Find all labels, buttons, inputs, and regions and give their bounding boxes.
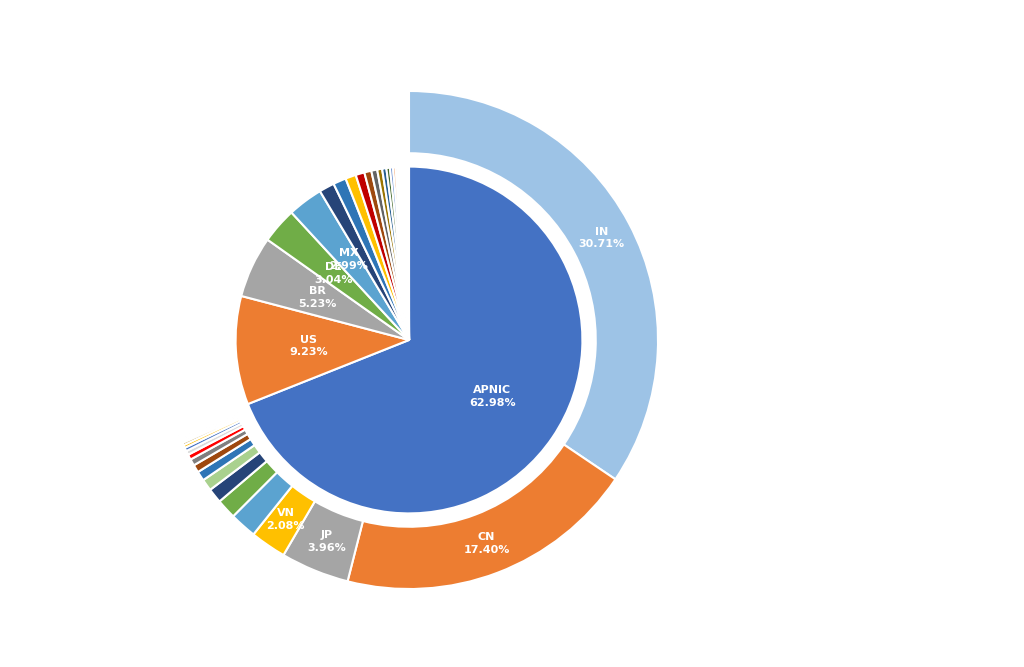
Wedge shape [408,167,409,340]
Wedge shape [403,167,409,340]
Wedge shape [178,410,236,433]
Wedge shape [393,167,409,340]
Wedge shape [395,167,409,340]
Text: VN
2.08%: VN 2.08% [266,508,305,531]
Wedge shape [399,167,409,340]
Wedge shape [401,167,409,340]
Wedge shape [346,175,409,340]
Text: APNIC
62.98%: APNIC 62.98% [469,386,515,408]
Wedge shape [292,191,409,340]
Wedge shape [181,416,239,443]
Wedge shape [190,430,248,466]
Wedge shape [236,296,409,404]
Text: MX
2.99%: MX 2.99% [330,248,369,271]
Wedge shape [178,410,236,433]
Text: CN
17.40%: CN 17.40% [464,532,510,555]
Wedge shape [178,410,236,433]
Wedge shape [242,239,409,340]
Wedge shape [183,419,241,448]
Wedge shape [219,461,278,516]
Wedge shape [397,167,409,340]
Text: BR
5.23%: BR 5.23% [299,286,337,309]
Wedge shape [382,168,409,340]
Wedge shape [365,171,409,340]
Wedge shape [178,410,236,434]
Wedge shape [198,439,255,480]
Wedge shape [406,167,409,340]
Wedge shape [186,424,244,455]
Wedge shape [180,414,238,440]
Wedge shape [390,167,409,340]
Wedge shape [407,167,409,340]
Wedge shape [184,421,242,451]
Wedge shape [372,169,409,340]
Wedge shape [233,472,292,534]
Wedge shape [182,418,240,445]
Wedge shape [409,91,658,480]
Wedge shape [222,153,596,527]
Wedge shape [177,409,236,432]
Wedge shape [178,411,237,436]
Wedge shape [377,169,409,340]
Wedge shape [188,426,245,460]
Wedge shape [210,452,267,502]
Wedge shape [406,167,409,340]
Wedge shape [180,415,239,441]
Wedge shape [179,412,237,437]
Wedge shape [355,173,409,340]
Wedge shape [334,179,409,340]
Wedge shape [267,213,409,340]
Wedge shape [203,445,260,490]
Text: DE
3.04%: DE 3.04% [314,262,352,285]
Wedge shape [347,444,615,589]
Wedge shape [284,502,362,582]
Wedge shape [402,167,409,340]
Wedge shape [178,410,237,434]
Wedge shape [408,167,409,340]
Wedge shape [179,412,237,436]
Wedge shape [386,167,409,340]
Wedge shape [253,486,314,555]
Text: JP
3.96%: JP 3.96% [307,530,346,553]
Wedge shape [404,167,409,340]
Wedge shape [407,167,409,340]
Wedge shape [248,167,583,514]
Wedge shape [177,409,236,432]
Wedge shape [194,434,251,472]
Wedge shape [179,413,238,438]
Text: IN
30.71%: IN 30.71% [579,227,625,249]
Wedge shape [319,184,409,340]
Wedge shape [178,410,237,435]
Wedge shape [178,409,236,432]
Text: US
9.23%: US 9.23% [290,335,328,358]
